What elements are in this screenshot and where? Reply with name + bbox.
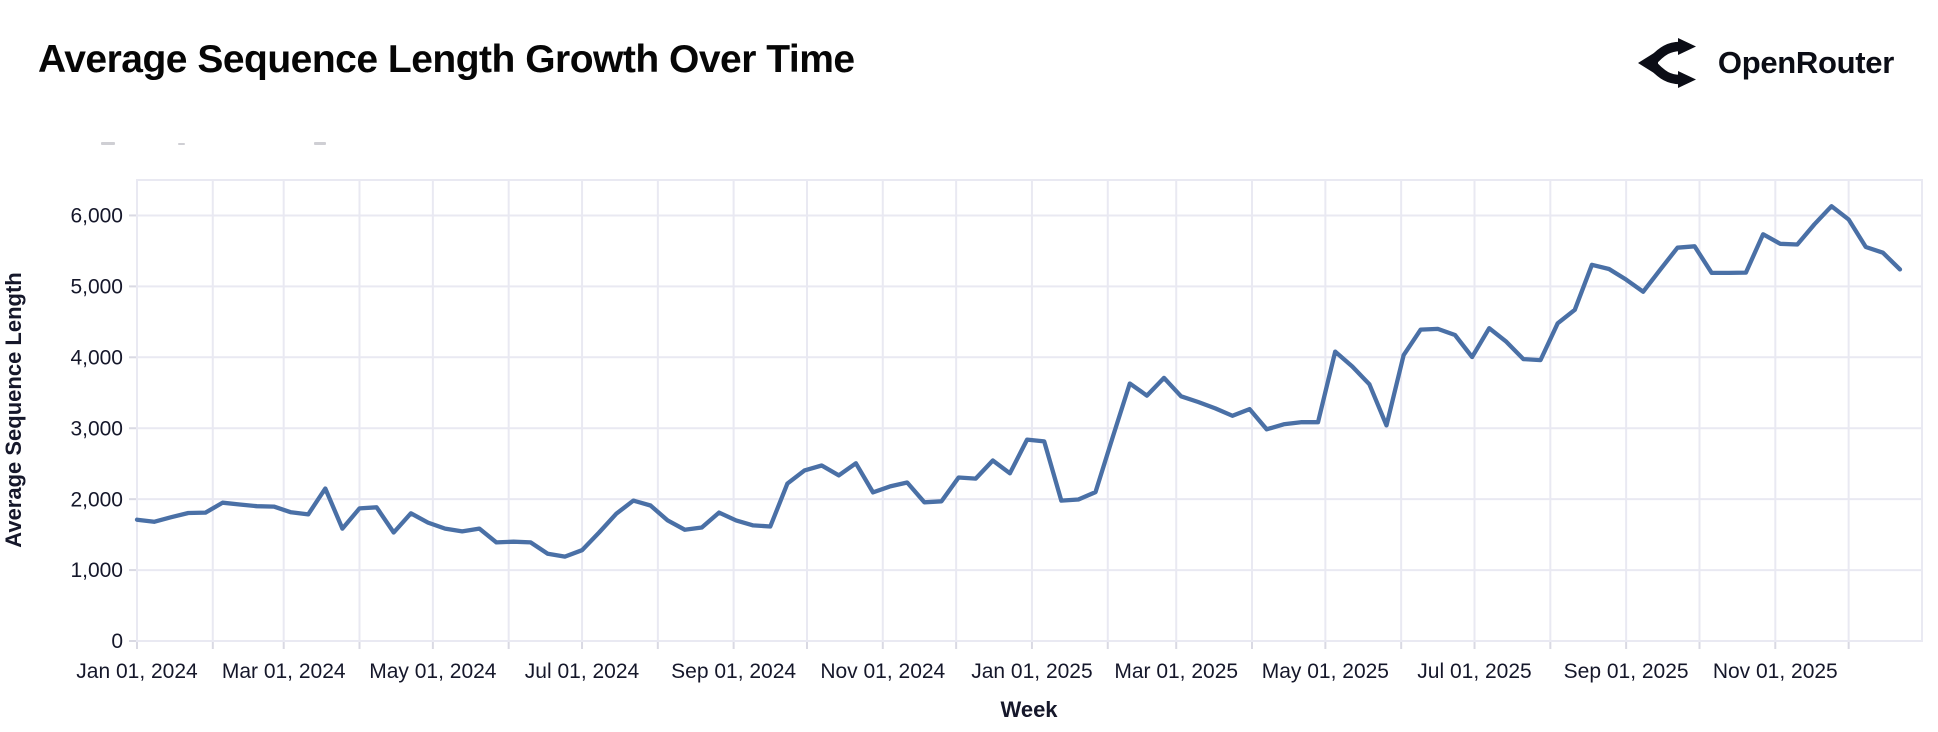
y-axis-tick-label: 1,000 [70,559,123,582]
openrouter-fork-icon [1637,38,1696,88]
page-title: Average Sequence Length Growth Over Time [38,38,855,81]
avg-sequence-length-series [134,204,1903,559]
x-axis-tick-label: Mar 01, 2025 [1114,660,1238,683]
x-axis-tick-label: Jan 01, 2024 [76,660,198,683]
plot-border [136,179,1923,642]
x-axis-tick-label: Jan 01, 2025 [971,660,1092,683]
y-axis-tick-label: 5,000 [70,276,123,299]
x-axis-tick-label: Sep 01, 2025 [1564,660,1689,683]
brand: OpenRouter [1637,36,1894,90]
x-axis-tick-label: Nov 01, 2024 [820,660,945,683]
x-axis-tick-label: May 01, 2025 [1262,660,1389,683]
x-axis-tick-label: Mar 01, 2024 [222,660,346,683]
y-axis-tick-label: 2,000 [70,488,123,511]
y-axis-title: Average Sequence Length [1,272,26,548]
brand-name: OpenRouter [1717,45,1894,80]
y-axis-tick-label: 6,000 [70,205,123,228]
x-axis-tick-label: May 01, 2024 [369,660,497,683]
x-axis-tick-label: Jul 01, 2024 [525,660,640,683]
axis-tick-labels: 0 1,000 2,000 3,000 4,000 5,000 6,000 Jan 01, 2… [70,205,1837,683]
y-axis-tick-label: 4,000 [70,346,123,369]
y-axis-tick-label: 3,000 [70,417,123,440]
axis-ticks [129,214,1850,649]
x-axis-tick-label: Sep 01, 2024 [671,660,796,683]
x-axis-tick-label: Jul 01, 2025 [1417,660,1531,683]
x-axis-tick-label: Nov 01, 2025 [1713,660,1838,683]
y-axis-tick-label: 0 [111,630,123,653]
gridlines [137,180,1922,642]
x-axis-title: Week [1000,697,1058,722]
